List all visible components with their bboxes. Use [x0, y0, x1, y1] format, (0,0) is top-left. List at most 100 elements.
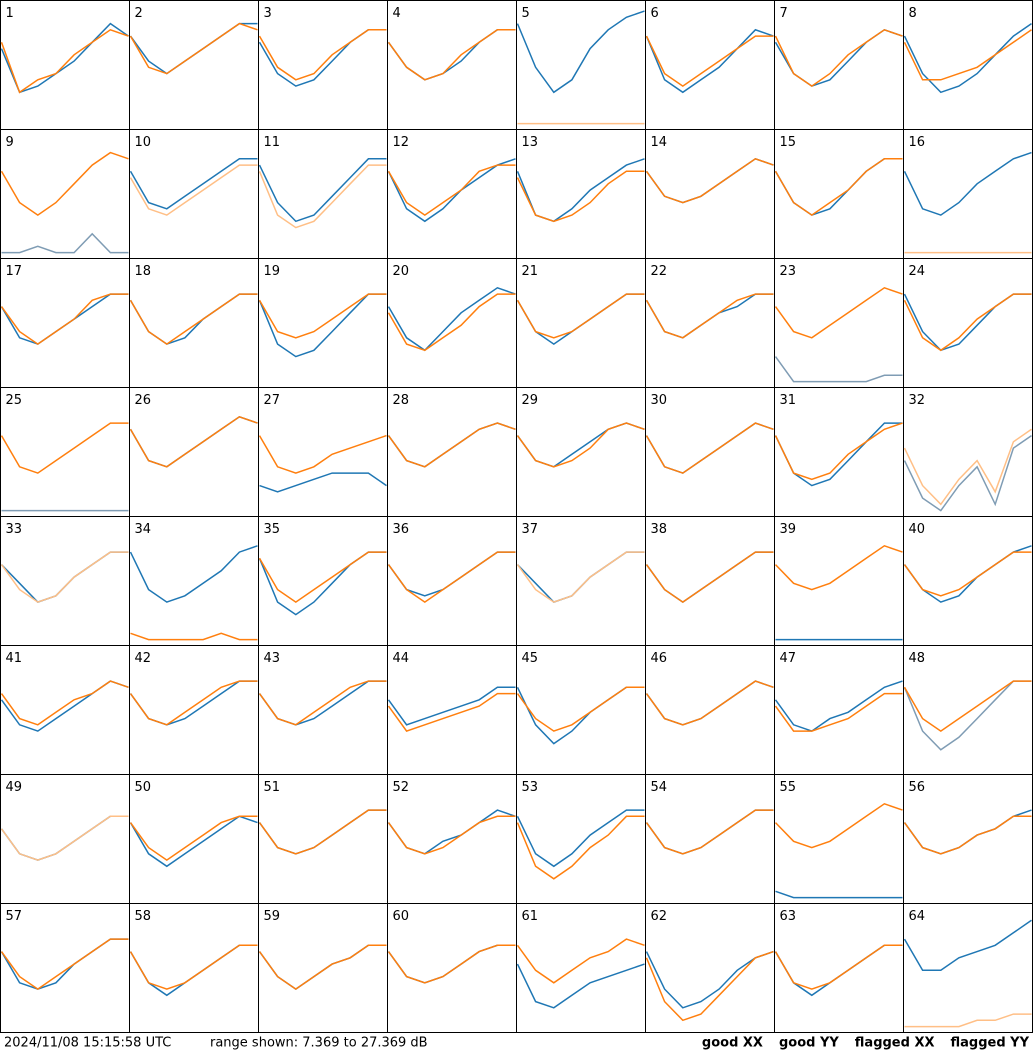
panel-label: 14 — [651, 135, 668, 150]
yy-trace — [516, 815, 645, 880]
xx-trace — [645, 28, 774, 94]
xx-trace — [129, 545, 258, 603]
panel-label: 3 — [264, 6, 272, 21]
panel-label: 15 — [780, 135, 797, 150]
yy-trace — [0, 28, 129, 94]
yy-trace — [645, 809, 774, 855]
panel-frame — [0, 387, 130, 517]
panel-label: 55 — [780, 780, 797, 795]
xx-trace — [516, 963, 645, 1009]
yy-trace — [0, 293, 129, 346]
panel-frame — [774, 258, 904, 388]
panel-frame — [129, 0, 259, 130]
panel-label: 8 — [909, 6, 917, 21]
panel-label: 23 — [780, 264, 797, 279]
timestamp: 2024/11/08 15:15:58 UTC — [4, 1036, 171, 1051]
panel-label: 19 — [264, 264, 281, 279]
panel-frame — [774, 645, 904, 775]
panel-frame — [903, 516, 1033, 646]
panel-frame — [645, 774, 775, 904]
yy-trace — [516, 686, 645, 732]
panel-label: 7 — [780, 6, 788, 21]
panel-frame — [516, 129, 646, 259]
panel-label: 64 — [909, 909, 926, 924]
panel-frame — [258, 387, 388, 517]
panel-frame — [903, 0, 1033, 130]
panel-frame — [645, 516, 775, 646]
xx-trace — [774, 356, 903, 383]
panel-label: 30 — [651, 393, 668, 408]
panel-label: 27 — [264, 393, 281, 408]
xx-trace — [129, 158, 258, 210]
panel-label: 17 — [6, 264, 23, 279]
legend-entry: good XX — [702, 1036, 763, 1051]
panel-label: 58 — [135, 909, 152, 924]
xx-trace — [903, 151, 1032, 216]
yy-trace — [645, 157, 774, 204]
yy-trace — [516, 938, 645, 984]
xx-trace — [903, 680, 1032, 751]
yy-trace — [774, 286, 903, 339]
yy-trace — [129, 815, 258, 862]
xx-trace — [387, 286, 516, 352]
panel-label: 4 — [393, 6, 401, 21]
range-text: range shown: 7.369 to 27.369 dB — [210, 1036, 428, 1051]
xx-trace — [516, 10, 645, 94]
xx-trace — [903, 434, 1032, 512]
panel-frame — [774, 129, 904, 259]
panel-label: 49 — [6, 780, 23, 795]
xx-trace — [258, 293, 387, 358]
xx-trace — [774, 680, 903, 732]
yy-trace — [0, 151, 129, 217]
panel-label: 22 — [651, 264, 668, 279]
yy-trace — [258, 809, 387, 855]
panel-frame — [0, 516, 130, 646]
yy-trace — [258, 551, 387, 604]
panel-label: 44 — [393, 651, 410, 666]
panel-label: 18 — [135, 264, 152, 279]
yy-trace — [645, 422, 774, 474]
yy-trace — [645, 551, 774, 604]
yy-trace — [645, 293, 774, 339]
panel-frame — [516, 903, 646, 1033]
yy-trace — [774, 28, 903, 88]
panel-frame — [129, 903, 259, 1033]
panel-label: 24 — [909, 264, 926, 279]
panel-frame — [903, 903, 1033, 1033]
xx-trace — [387, 158, 516, 223]
yy-trace — [258, 434, 387, 474]
yy-trace — [387, 692, 516, 732]
yy-trace — [516, 170, 645, 223]
panel-frame — [258, 516, 388, 646]
panel-frame — [774, 774, 904, 904]
panel-label: 1 — [6, 6, 14, 21]
xx-trace — [774, 422, 903, 487]
yy-trace — [774, 692, 903, 732]
yy-trace — [0, 422, 129, 474]
yy-trace — [130, 632, 258, 641]
panel-frame — [774, 903, 904, 1033]
yy-trace — [129, 22, 258, 75]
panel-label: 60 — [393, 909, 410, 924]
yy-trace — [774, 422, 903, 481]
yy-trace — [903, 428, 1032, 506]
panel-frame — [774, 387, 904, 517]
panel-frame — [903, 258, 1033, 388]
yy-trace — [258, 944, 387, 991]
panel-label: 16 — [909, 135, 926, 150]
panel-frame — [645, 903, 775, 1033]
yy-trace — [258, 29, 387, 81]
panel-frame — [387, 903, 517, 1033]
panel-frame — [516, 774, 646, 904]
yy-trace — [387, 944, 516, 984]
yy-trace — [129, 164, 258, 216]
legend-entry: good YY — [779, 1036, 839, 1051]
panel-label: 40 — [909, 522, 926, 537]
panel-frame — [258, 258, 388, 388]
yy-trace — [0, 938, 129, 991]
panel-label: 31 — [780, 393, 797, 408]
panel-label: 29 — [522, 393, 539, 408]
yy-trace — [516, 551, 645, 603]
panel-frame — [0, 903, 130, 1033]
